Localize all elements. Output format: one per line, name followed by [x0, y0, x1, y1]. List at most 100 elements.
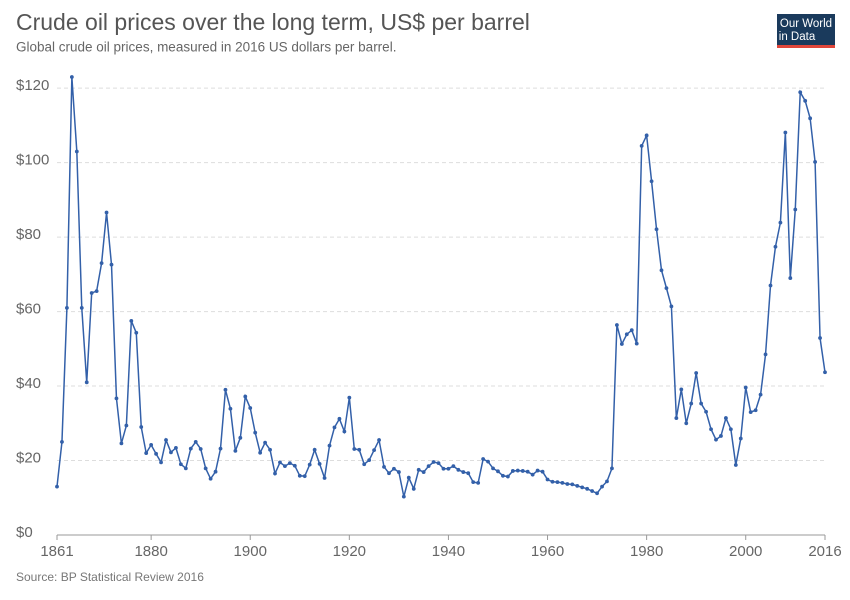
point: [684, 421, 689, 426]
point: [401, 494, 406, 499]
point: [456, 467, 461, 472]
line: [56, 76, 826, 497]
point: [327, 443, 332, 448]
point: [65, 305, 69, 310]
point: [629, 328, 634, 333]
point: [193, 440, 198, 444]
point: [758, 392, 763, 397]
point: [74, 149, 79, 154]
point: [555, 480, 560, 485]
point: [253, 430, 258, 435]
point: [307, 462, 312, 467]
y-tick-label: $60: [16, 301, 41, 318]
point: [590, 489, 595, 493]
point: [496, 469, 500, 474]
point: [679, 387, 684, 392]
point: [783, 130, 788, 135]
point: [778, 220, 783, 225]
point: [823, 370, 827, 375]
point: [263, 440, 268, 445]
point: [396, 470, 401, 474]
point: [600, 484, 604, 489]
point: [788, 276, 793, 280]
point: [689, 401, 694, 406]
point: [763, 352, 768, 357]
point: [382, 464, 386, 469]
point: [431, 460, 436, 464]
point: [109, 262, 114, 267]
point: [352, 447, 357, 451]
point: [302, 474, 307, 479]
point: [580, 485, 585, 490]
point: [446, 466, 451, 471]
point: [208, 476, 213, 481]
point: [704, 409, 708, 414]
x-tick-label: 1960: [531, 543, 564, 560]
point: [164, 438, 168, 442]
point: [129, 318, 134, 323]
point: [520, 469, 525, 473]
point: [441, 466, 446, 471]
point: [530, 472, 535, 477]
x-tick-label: 1940: [432, 543, 465, 560]
point: [149, 442, 154, 447]
point: [461, 470, 466, 474]
x-tick-label: 1920: [333, 543, 366, 560]
chart-title: Crude oil prices over the long term, US$…: [16, 9, 530, 35]
point: [545, 477, 550, 482]
point: [476, 480, 481, 485]
point: [159, 460, 163, 465]
point: [624, 332, 629, 337]
point: [367, 458, 372, 463]
point: [273, 471, 277, 476]
point: [436, 461, 441, 466]
chart-subtitle: Global crude oil prices, measured in 201…: [16, 40, 396, 55]
point: [619, 342, 624, 346]
point: [510, 469, 515, 473]
point: [585, 486, 590, 491]
x-tick-label: 2016: [808, 543, 841, 560]
point: [719, 434, 723, 438]
point: [743, 385, 748, 390]
source: Source: BP Statistical Review 2016: [16, 570, 204, 584]
point: [283, 464, 287, 469]
point: [342, 429, 347, 434]
point: [491, 466, 495, 471]
x-tick-label: 1861: [40, 543, 73, 560]
point: [134, 330, 139, 335]
point: [139, 425, 144, 429]
x-tick-label: 1980: [630, 543, 663, 560]
point: [694, 371, 699, 375]
point: [773, 244, 778, 249]
point: [337, 416, 342, 421]
y-tick-label: $20: [16, 449, 41, 466]
point: [144, 451, 149, 455]
point: [659, 268, 664, 273]
point: [268, 447, 272, 452]
point: [218, 446, 223, 451]
point: [60, 440, 64, 444]
point: [654, 227, 659, 232]
logo-text: Our World: [780, 18, 832, 30]
point: [793, 207, 798, 212]
point: [104, 210, 109, 215]
point: [803, 98, 808, 103]
point: [392, 466, 396, 471]
point: [154, 451, 158, 456]
point: [198, 447, 203, 451]
point: [94, 289, 99, 294]
point: [813, 159, 817, 164]
point: [416, 467, 421, 472]
point: [421, 470, 426, 474]
y-tick-label: $0: [16, 524, 33, 541]
point: [84, 380, 89, 385]
point: [169, 450, 173, 455]
point: [644, 133, 649, 138]
x-tick-label: 1900: [234, 543, 267, 560]
point: [748, 410, 753, 415]
point: [238, 435, 243, 440]
point: [565, 482, 570, 486]
point: [724, 416, 728, 420]
point: [818, 336, 822, 340]
